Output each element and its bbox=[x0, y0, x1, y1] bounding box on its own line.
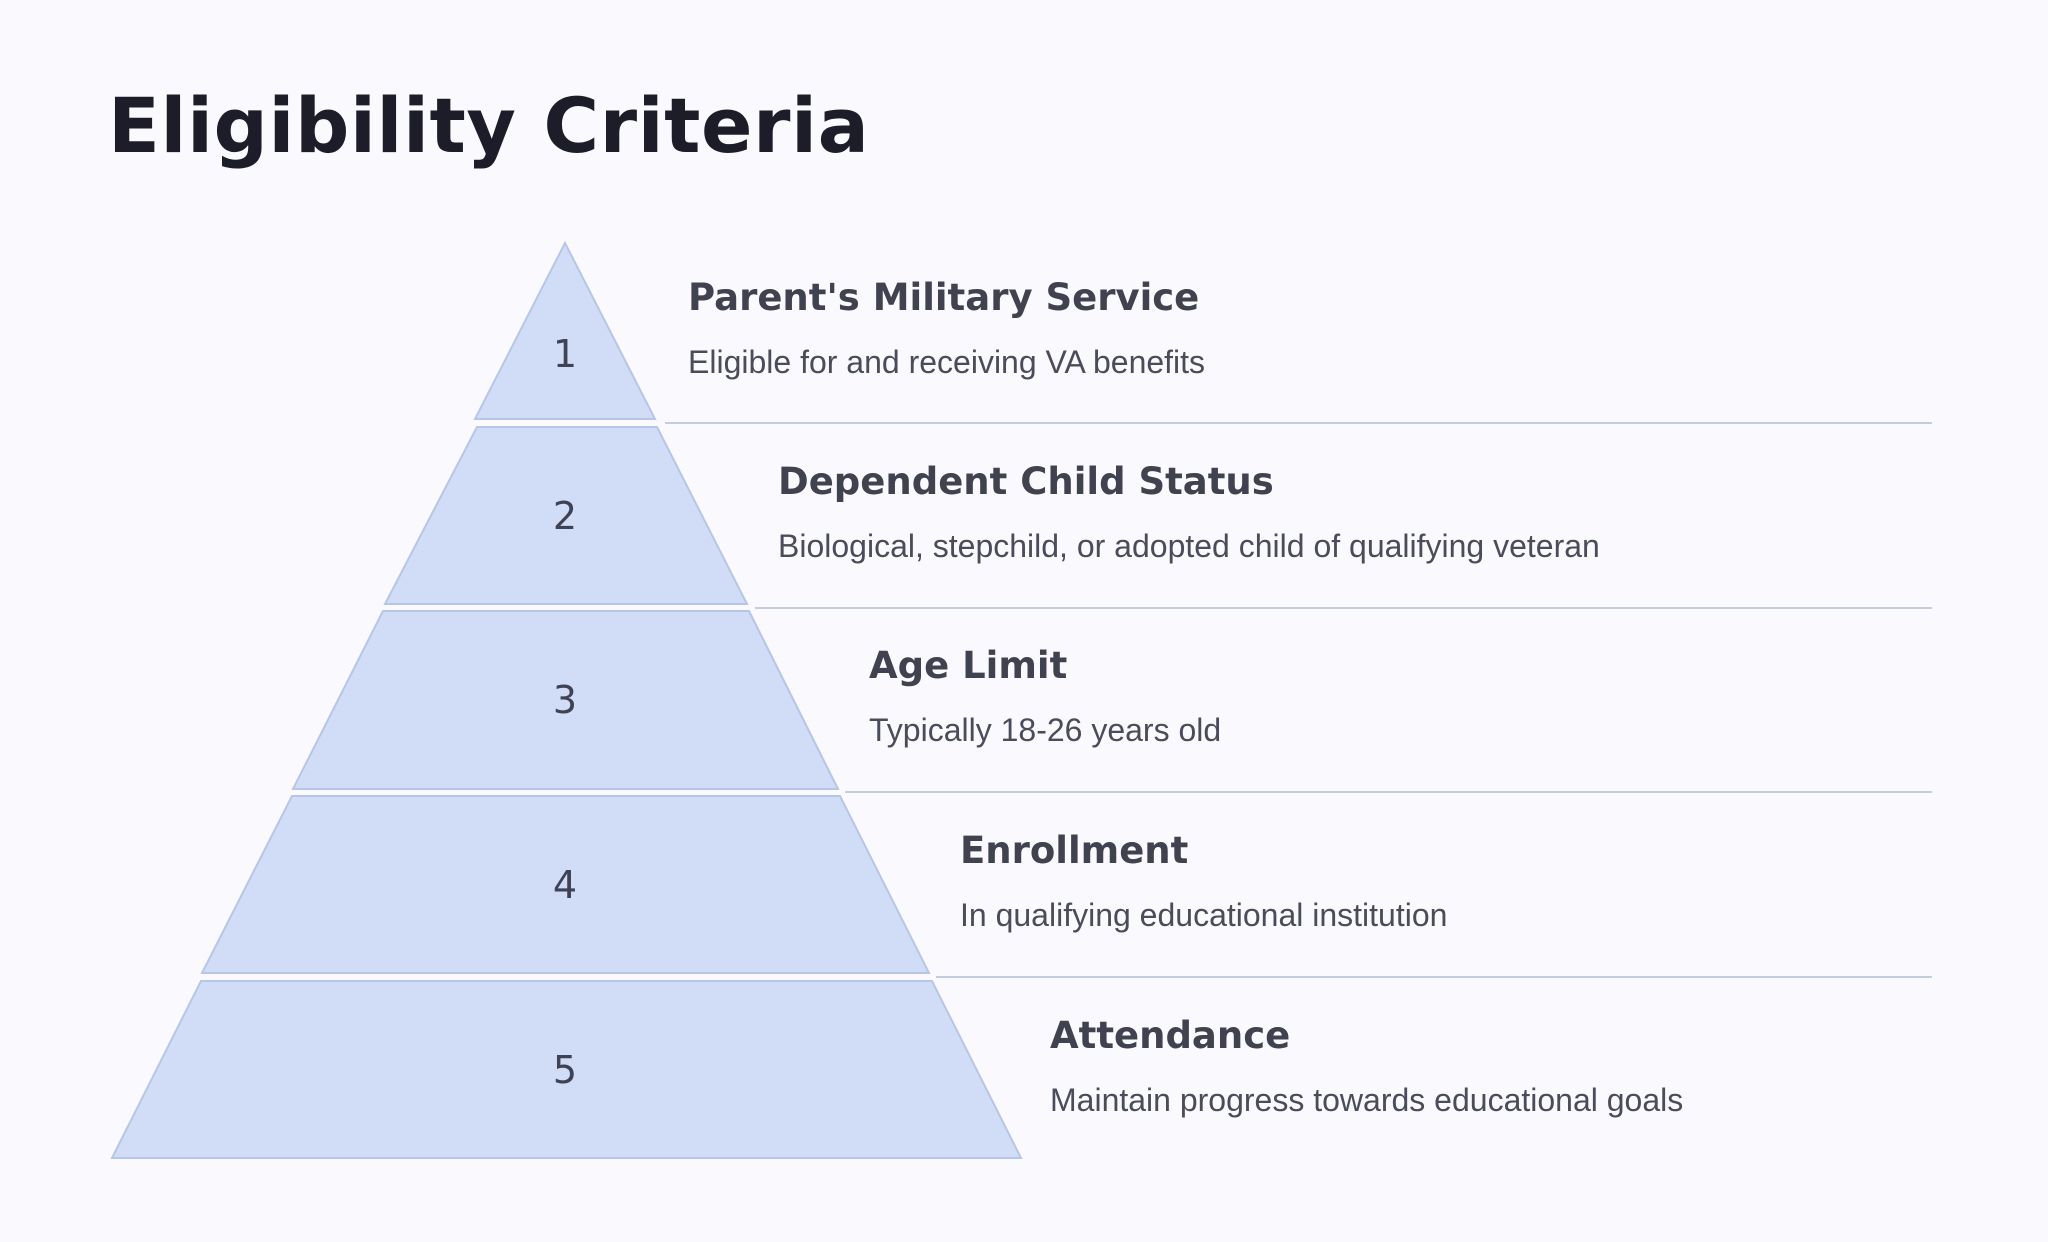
tier-text-3: Age Limit Typically 18-26 years old bbox=[869, 647, 1221, 746]
tier-number-5: 5 bbox=[553, 1048, 577, 1092]
tier-description-3: Typically 18-26 years old bbox=[869, 712, 1222, 748]
pyramid-tier-4 bbox=[200, 795, 931, 974]
pyramid-tier-3 bbox=[291, 610, 840, 790]
tier-number-3: 3 bbox=[553, 678, 577, 722]
pyramid-tier-1 bbox=[473, 240, 657, 420]
tier-number-4: 4 bbox=[553, 863, 577, 907]
tier-text-2: Dependent Child Status Biological, stepc… bbox=[778, 463, 1600, 562]
tier-heading-5: Attendance bbox=[1050, 1014, 1291, 1057]
tier-text-1: Parent's Military Service Eligible for a… bbox=[688, 279, 1205, 378]
tier-description-1: Eligible for and receiving VA benefits bbox=[688, 344, 1206, 380]
tier-heading-1: Parent's Military Service bbox=[688, 276, 1200, 319]
tier-heading-3: Age Limit bbox=[869, 644, 1068, 687]
tier-number-1: 1 bbox=[553, 332, 577, 376]
tier-description-4: In qualifying educational institution bbox=[960, 897, 1448, 933]
tier-text-5: Attendance Maintain progress towards edu… bbox=[1050, 1017, 1683, 1116]
tier-heading-2: Dependent Child Status bbox=[778, 460, 1274, 503]
tier-text-4: Enrollment In qualifying educational ins… bbox=[960, 832, 1447, 931]
page-title: Eligibility Criteria bbox=[108, 81, 870, 170]
pyramid-tier-5 bbox=[110, 980, 1023, 1159]
tier-number-2: 2 bbox=[553, 494, 577, 538]
tier-heading-4: Enrollment bbox=[960, 829, 1189, 872]
pyramid-tier-2 bbox=[383, 426, 749, 605]
tier-description-5: Maintain progress towards educational go… bbox=[1050, 1082, 1684, 1118]
tier-description-2: Biological, stepchild, or adopted child … bbox=[778, 528, 1600, 564]
